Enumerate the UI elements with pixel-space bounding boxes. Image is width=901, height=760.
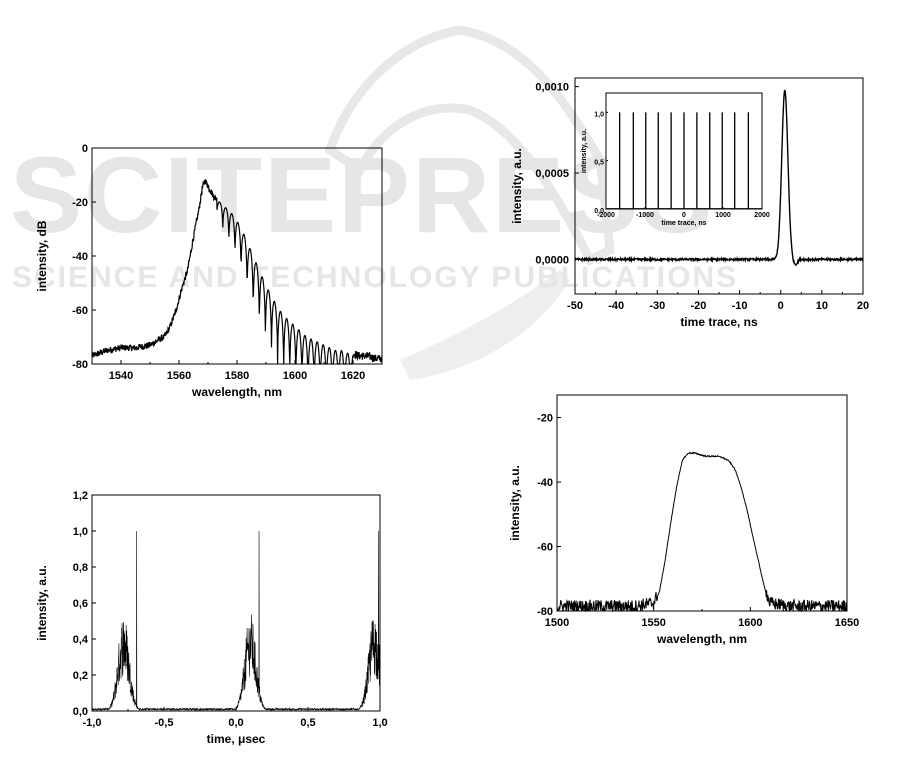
y-tick-label: -80 [537,606,553,618]
x-tick-label: -2000 [597,212,615,219]
chart-pulse-train: -1,0 -0,5 0,0 0,5 1,0 0,0 0,2 0,4 0,6 0,8 1,0 1,2 ti… [35,490,388,746]
y-tick-label: 1,2 [73,490,88,502]
y-axis-title: intensity, a.u. [35,565,49,641]
x-tick-label: 1620 [341,370,365,382]
y-tick-label: -80 [72,359,88,371]
x-tick-label: 0,0 [228,717,243,729]
plot-frame [91,494,381,712]
y-axis-title: intensity, a.u. [508,465,522,541]
x-tick-label: -1000 [636,212,654,219]
x-tick-label: 0 [778,300,784,312]
x-tick-label: 10 [816,300,828,312]
y-axis-title: intensity, a.u. [510,148,524,224]
y-tick-label: -60 [72,305,88,317]
y-tick-label: 0,0000 [535,254,569,266]
x-axis-title: time, μsec [207,732,266,746]
y-tick-label: -40 [537,477,553,489]
y-tick-label: 0,0010 [535,82,569,94]
y-tick-label: -60 [537,542,553,554]
series-line [91,179,383,365]
watermark-swoosh [324,25,615,267]
y-tick-label: 1,0 [73,526,88,538]
x-tick-label: 1600 [738,617,762,629]
watermark-arc [400,270,570,380]
chart-spectrum-au: 1500 1550 1600 1650 -20 -40 -60 -80 wavelength, … [508,394,859,646]
x-tick-label: -1,0 [83,717,102,729]
y-tick-label: -20 [537,413,553,425]
y-tick-label: 1,0 [594,111,604,118]
x-axis-title: time trace, ns [661,220,706,227]
x-tick-label: 1550 [641,617,665,629]
y-tick-label: 0 [82,143,88,155]
watermark-logo: SCITEPRESS SCIENCE AND TECHNOLOGY PUBLIC… [10,25,738,380]
y-tick-label: 0,6 [73,598,88,610]
x-tick-label: 0,5 [300,717,315,729]
x-tick-label: -50 [567,300,583,312]
y-tick-label: 0,0 [594,208,604,215]
series-line [91,530,381,712]
x-tick-label: 1560 [167,370,191,382]
x-tick-label: 0 [682,212,686,219]
chart-spectrum-db: 1540 1560 1580 1600 1620 0 -20 -40 -60 -80 wavelen… [35,143,383,399]
x-tick-label: -10 [732,300,748,312]
x-tick-label: 1650 [835,617,859,629]
x-tick-label: -30 [649,300,665,312]
x-tick-label: 1600 [283,370,307,382]
x-tick-label: 1000 [715,212,731,219]
y-tick-label: -20 [72,197,88,209]
y-tick-label: -40 [72,251,88,263]
x-tick-label: 1580 [225,370,249,382]
y-tick-label: 0,4 [73,634,89,646]
series-line [556,451,848,613]
x-tick-label: 1500 [545,617,569,629]
watermark-main-text: SCITEPRESS [10,134,714,255]
x-tick-label: -0,5 [155,717,174,729]
plot-frame [556,394,848,612]
watermark-sub-text: SCIENCE AND TECHNOLOGY PUBLICATIONS [12,261,738,294]
y-tick-label: 0,0005 [535,168,569,180]
x-axis-title: wavelength, nm [191,385,282,399]
series-line [574,89,864,266]
x-tick-label: 1540 [109,370,133,382]
x-tick-label: 20 [857,300,869,312]
x-tick-label: -20 [690,300,706,312]
y-tick-label: 0,8 [73,562,88,574]
y-tick-label: 0,2 [73,670,88,682]
y-tick-label: 0,5 [594,160,604,167]
y-tick-label: 0,0 [73,706,88,718]
x-tick-label: -40 [608,300,624,312]
x-axis-title: time trace, ns [680,315,758,329]
x-tick-label: 2000 [754,212,770,219]
chart-single-pulse: -50 -40 -30 -20 -10 0 10 20 0,0000 0,0005 0,0010 ti… [510,77,869,329]
x-axis-title: wavelength, nm [656,632,747,646]
x-tick-label: 1,0 [372,717,387,729]
y-axis-title: intensity, dB [35,220,49,291]
y-axis-title: intensity, a.u. [581,129,588,173]
